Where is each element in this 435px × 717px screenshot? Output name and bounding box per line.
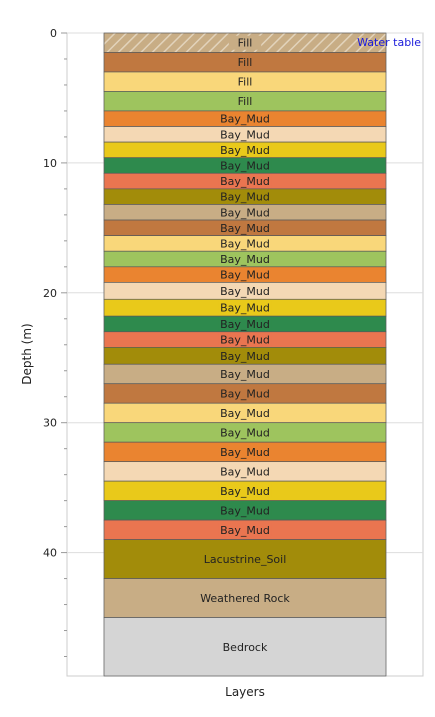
layer-label-background bbox=[218, 348, 272, 363]
layer-bar bbox=[103, 578, 387, 618]
y-tick-label: 40 bbox=[43, 547, 57, 560]
layer-label-background bbox=[218, 386, 272, 401]
layer-label: Bay_Mud bbox=[220, 113, 270, 126]
layer-label: Bay_Mud bbox=[220, 387, 270, 400]
layer-label-background bbox=[218, 425, 272, 440]
layer-label: Bay_Mud bbox=[220, 485, 270, 498]
layer-label: Bay_Mud bbox=[220, 128, 270, 141]
layer-label-background bbox=[218, 316, 272, 331]
y-tick-label: 0 bbox=[50, 27, 57, 40]
layer-label: Bay_Mud bbox=[220, 368, 270, 381]
layer-label-background bbox=[228, 55, 262, 70]
layer-label-background bbox=[218, 236, 272, 251]
layer-label-background bbox=[218, 283, 272, 298]
layer-label: Bay_Mud bbox=[220, 446, 270, 459]
layer-label: Fill bbox=[238, 95, 253, 108]
layer-label-background bbox=[218, 111, 272, 126]
layer-label: Fill bbox=[238, 56, 253, 69]
layer-label: Bay_Mud bbox=[220, 426, 270, 439]
layer-label-background bbox=[228, 74, 262, 89]
layer-label: Bay_Mud bbox=[220, 237, 270, 250]
layer-bar bbox=[103, 539, 387, 579]
layer-label-background bbox=[218, 252, 272, 267]
layer-label: Bay_Mud bbox=[220, 465, 270, 478]
layer-label-background bbox=[218, 174, 272, 189]
layer-label-background bbox=[218, 366, 272, 381]
layer-label: Bay_Mud bbox=[220, 350, 270, 363]
y-tick-label: 10 bbox=[43, 157, 57, 170]
layer-label-background bbox=[218, 142, 272, 157]
water-table-label: Water table bbox=[357, 36, 421, 49]
layer-label-background bbox=[218, 127, 272, 142]
layer-label-background bbox=[218, 189, 272, 204]
layer-label: Bay_Mud bbox=[220, 302, 270, 315]
layer-label: Bay_Mud bbox=[220, 206, 270, 219]
layer-label: Bay_Mud bbox=[220, 175, 270, 188]
layer-labels: Fill Fill Fill Fill Bay_Mud Bay_Mud Bay_Mud Bay… bbox=[200, 35, 290, 654]
y-tick-label: 20 bbox=[43, 287, 57, 300]
layer-label: Bay_Mud bbox=[220, 285, 270, 298]
y-axis-ticks: 0 10 20 30 40 bbox=[43, 27, 67, 658]
y-tick-label: 30 bbox=[43, 417, 57, 430]
layer-label-background bbox=[218, 405, 272, 420]
layer-label: Bay_Mud bbox=[220, 144, 270, 157]
layer-label-background bbox=[228, 35, 262, 50]
layer-label: Bedrock bbox=[223, 641, 268, 654]
layer-label-background bbox=[218, 220, 272, 235]
layer-label-background bbox=[218, 483, 272, 498]
layer-label-background bbox=[218, 267, 272, 282]
layer-label: Bay_Mud bbox=[220, 334, 270, 347]
layer-label-background bbox=[218, 300, 272, 315]
layer-label: Bay_Mud bbox=[220, 269, 270, 282]
layer-label: Weathered Rock bbox=[200, 592, 290, 605]
layer-label-background bbox=[218, 464, 272, 479]
layer-label: Bay_Mud bbox=[220, 407, 270, 420]
layer-label-background bbox=[218, 332, 272, 347]
layer-label: Bay_Mud bbox=[220, 318, 270, 331]
layer-label: Bay_Mud bbox=[220, 222, 270, 235]
layer-label-background bbox=[228, 94, 262, 109]
x-axis-label: Layers bbox=[225, 685, 265, 699]
layer-label-background bbox=[218, 503, 272, 518]
y-axis-label: Depth (m) bbox=[20, 323, 34, 384]
layer-label: Bay_Mud bbox=[220, 524, 270, 537]
layer-bar bbox=[103, 617, 387, 677]
layer-label: Lacustrine_Soil bbox=[204, 553, 287, 566]
layer-label-background bbox=[218, 522, 272, 537]
layer-label-background bbox=[218, 158, 272, 173]
layer-label: Bay_Mud bbox=[220, 504, 270, 517]
layer-label: Bay_Mud bbox=[220, 253, 270, 266]
layer-label: Fill bbox=[238, 37, 253, 50]
layer-label: Bay_Mud bbox=[220, 159, 270, 172]
layer-label-background bbox=[218, 444, 272, 459]
layer-label: Bay_Mud bbox=[220, 191, 270, 204]
layer-label-background bbox=[218, 205, 272, 220]
layer-label: Fill bbox=[238, 76, 253, 89]
